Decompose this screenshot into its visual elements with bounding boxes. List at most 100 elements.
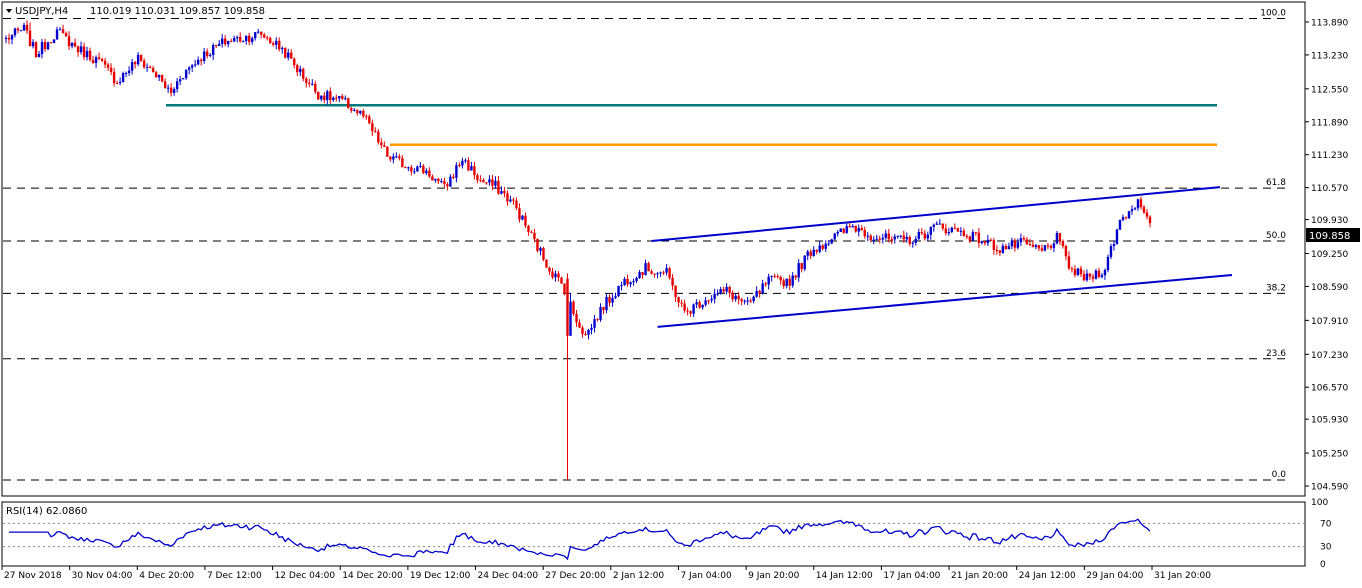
candle — [1013, 238, 1017, 252]
candle — [872, 236, 875, 245]
candle — [61, 24, 65, 34]
candle — [512, 197, 515, 205]
candle — [509, 195, 512, 203]
candle — [569, 293, 572, 336]
time-tick-label: 24 Jan 12:00 — [1019, 571, 1076, 581]
candle — [623, 277, 626, 286]
candle — [452, 173, 455, 180]
horizontal-lines — [166, 104, 1217, 146]
candle — [239, 32, 242, 43]
candle — [1127, 211, 1131, 219]
candle — [746, 297, 749, 305]
candle — [181, 77, 185, 80]
price-tick-label: 112.550 — [1311, 85, 1348, 95]
candle — [854, 225, 857, 233]
candle — [1133, 206, 1137, 211]
candle — [178, 75, 182, 85]
candle — [662, 270, 665, 276]
rsi-max-label: 100 — [1311, 498, 1328, 508]
candle — [548, 266, 551, 275]
candle — [950, 226, 954, 234]
candle — [67, 31, 71, 50]
candle — [524, 212, 527, 229]
candle — [196, 56, 200, 66]
candle — [308, 78, 311, 88]
candle — [1031, 240, 1035, 248]
price-tick-label: 113.890 — [1311, 18, 1348, 28]
candle — [563, 283, 566, 296]
candle — [25, 20, 29, 34]
candle — [482, 178, 485, 183]
candle — [839, 228, 842, 232]
candle — [932, 223, 936, 232]
fib-label: 61.8 — [1266, 178, 1286, 188]
candle — [653, 273, 656, 278]
candle — [869, 234, 872, 243]
candle — [917, 228, 920, 241]
candle — [55, 26, 59, 40]
candle — [1136, 198, 1140, 211]
candle — [593, 314, 596, 333]
candle — [166, 84, 170, 93]
candle — [515, 197, 518, 211]
rsi-level-label: 0 — [1320, 560, 1326, 570]
time-tick-label: 12 Dec 04:00 — [275, 571, 336, 581]
candle — [1010, 237, 1014, 250]
candle — [1076, 267, 1080, 277]
candle — [1145, 208, 1149, 220]
candle — [1067, 251, 1071, 271]
candle — [641, 272, 644, 279]
candle — [890, 236, 893, 245]
candle — [911, 241, 914, 248]
candle — [419, 162, 422, 168]
candle — [202, 47, 206, 64]
candle — [281, 46, 284, 54]
candle — [473, 161, 476, 180]
channel-upper-line — [651, 186, 1221, 243]
fib-label: 38.2 — [1266, 283, 1286, 293]
candle — [199, 58, 203, 66]
candle — [1016, 238, 1020, 250]
main-panel — [1, 1, 1306, 497]
candle — [1109, 243, 1113, 260]
candle — [350, 106, 353, 113]
candle — [938, 219, 942, 225]
candle — [776, 274, 779, 279]
candle — [734, 293, 737, 302]
candle — [275, 37, 278, 50]
candle — [139, 54, 143, 62]
candle — [1121, 214, 1125, 222]
candle — [46, 41, 50, 51]
candle — [437, 177, 440, 184]
fib-label: 50.0 — [1266, 231, 1286, 241]
candle — [440, 178, 443, 184]
candle — [1043, 244, 1047, 252]
candle — [329, 87, 332, 105]
candle — [64, 31, 68, 37]
time-tick-label: 7 Dec 12:00 — [207, 571, 262, 581]
candle — [767, 273, 770, 290]
price-tick-label: 109.930 — [1311, 216, 1348, 226]
candle — [1046, 243, 1050, 249]
candle — [124, 71, 128, 77]
candle — [88, 47, 92, 62]
candle — [311, 79, 314, 86]
candle — [257, 28, 260, 34]
time-tick-label: 7 Jan 04:00 — [680, 571, 732, 581]
candle — [521, 215, 524, 221]
candle — [16, 27, 20, 34]
candle — [806, 249, 809, 261]
candle — [431, 174, 434, 181]
candle — [926, 231, 930, 242]
candle — [22, 22, 26, 32]
price-axis: 113.890 113.230 112.550 111.890 111.230 110.5… — [1305, 18, 1348, 493]
candle — [226, 40, 230, 48]
chart-menu-icon[interactable] — [6, 9, 12, 13]
candle — [686, 307, 689, 316]
candle — [1049, 244, 1053, 250]
candle — [245, 35, 248, 45]
candle — [494, 176, 497, 189]
candle — [962, 228, 966, 237]
candle — [299, 65, 302, 77]
candle — [755, 286, 758, 298]
